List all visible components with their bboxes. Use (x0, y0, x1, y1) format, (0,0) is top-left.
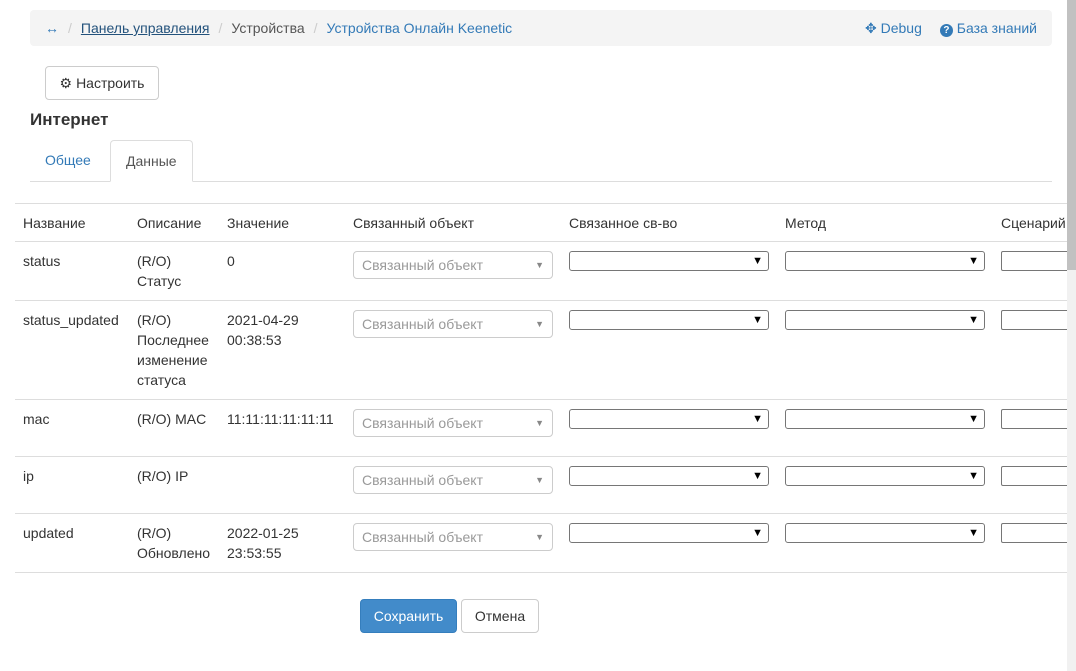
breadcrumb-keenetic[interactable]: Устройства Онлайн Keenetic (326, 20, 513, 36)
table-row: mac (R/O) MAC 11:11:11:11:11:11 Связанны… (15, 399, 1076, 457)
linked-property-select[interactable]: ▼ (569, 310, 769, 330)
prop-name: status_updated (15, 300, 129, 400)
linked-object-placeholder: Связанный объект (362, 529, 483, 545)
save-button[interactable]: Сохранить (360, 599, 457, 633)
caret-down-icon: ▼ (535, 319, 544, 329)
prop-value (219, 456, 345, 514)
chevron-down-icon: ▼ (968, 413, 979, 425)
page-title: Интернет (30, 110, 109, 129)
tab-data[interactable]: Данные (110, 140, 193, 182)
question-circle-icon: ? (939, 23, 953, 37)
debug-label: Debug (880, 19, 922, 36)
scrollbar-thumb[interactable] (1067, 0, 1076, 270)
method-select[interactable]: ▼ (785, 251, 985, 271)
linked-property-select[interactable]: ▼ (569, 523, 769, 543)
caret-down-icon: ▼ (535, 532, 544, 542)
linked-object-placeholder: Связанный объект (362, 415, 483, 431)
col-script: Сценарий (993, 203, 1076, 242)
caret-down-icon: ▼ (535, 475, 544, 485)
separator: / (218, 20, 223, 36)
table-row: ip (R/O) IP Связанный объект ▼ ▼ ▼ (15, 456, 1076, 514)
help-label: База знаний (956, 19, 1037, 36)
script-input[interactable] (1001, 409, 1076, 429)
caret-down-icon: ▼ (535, 418, 544, 428)
prop-name: ip (15, 456, 129, 514)
prop-value: 11:11:11:11:11:11 (219, 399, 345, 457)
col-linked-property: Связанное св-во (561, 203, 777, 242)
col-name: Название (15, 203, 129, 242)
method-select[interactable]: ▼ (785, 523, 985, 543)
breadcrumb: ↔ / Панель управления / Устройства / Уст… (30, 10, 1052, 46)
arrows-h-icon[interactable]: ↔ (45, 20, 59, 36)
chevron-down-icon: ▼ (968, 314, 979, 326)
prop-name: mac (15, 399, 129, 457)
prop-desc: (R/O) MAC (129, 399, 219, 457)
linked-object-placeholder: Связанный объект (362, 316, 483, 332)
table-row: status_updated (R/O) Последнее изменение… (15, 300, 1076, 400)
prop-name: updated (15, 513, 129, 573)
breadcrumb-dashboard[interactable]: Панель управления (80, 20, 210, 36)
prop-value: 0 (219, 241, 345, 301)
chevron-down-icon: ▼ (752, 314, 763, 326)
debug-link[interactable]: ✥ Debug (865, 20, 922, 37)
separator: / (313, 20, 318, 36)
separator: / (68, 20, 72, 36)
linked-property-select[interactable]: ▼ (569, 409, 769, 429)
scrollbar[interactable] (1067, 0, 1076, 671)
linked-object-select[interactable]: Связанный объект ▼ (353, 523, 553, 551)
prop-value: 2022-01-25 23:53:55 (219, 513, 345, 573)
chevron-down-icon: ▼ (752, 527, 763, 539)
linked-object-placeholder: Связанный объект (362, 257, 483, 273)
prop-name: status (15, 241, 129, 301)
chevron-down-icon: ▼ (968, 470, 979, 482)
linked-object-select[interactable]: Связанный объект ▼ (353, 310, 553, 338)
tabs: Общее Данные (30, 140, 1052, 182)
configure-button[interactable]: ⚙ Настроить (45, 66, 159, 100)
breadcrumb-devices: Устройства (231, 20, 305, 36)
linked-property-select[interactable]: ▼ (569, 466, 769, 486)
cancel-button[interactable]: Отмена (461, 599, 539, 633)
table-row: updated (R/O) Обновлено 2022-01-25 23:53… (15, 513, 1076, 573)
prop-value: 2021-04-29 00:38:53 (219, 300, 345, 400)
linked-object-select[interactable]: Связанный объект ▼ (353, 409, 553, 437)
chevron-down-icon: ▼ (752, 255, 763, 267)
prop-desc: (R/O) IP (129, 456, 219, 514)
script-input[interactable] (1001, 251, 1076, 271)
chevron-down-icon: ▼ (968, 527, 979, 539)
gear-icon: ⚙ (59, 74, 73, 91)
linked-property-select[interactable]: ▼ (569, 251, 769, 271)
configure-label: Настроить (76, 75, 145, 91)
script-input[interactable] (1001, 523, 1076, 543)
crosshairs-icon: ✥ (864, 19, 877, 36)
tab-general[interactable]: Общее (45, 152, 91, 168)
chevron-down-icon: ▼ (752, 470, 763, 482)
linked-object-select[interactable]: Связанный объект ▼ (353, 251, 553, 279)
table-row: status (R/O) Статус 0 Связанный объект ▼ … (15, 241, 1076, 301)
chevron-down-icon: ▼ (752, 413, 763, 425)
col-linked-object: Связанный объект (345, 203, 561, 242)
col-method: Метод (777, 203, 993, 242)
script-input[interactable] (1001, 310, 1076, 330)
linked-object-select[interactable]: Связанный объект ▼ (353, 466, 553, 494)
help-link[interactable]: ? База знаний (939, 19, 1037, 37)
linked-object-placeholder: Связанный объект (362, 472, 483, 488)
prop-desc: (R/O) Статус (129, 241, 219, 301)
chevron-down-icon: ▼ (968, 255, 979, 267)
script-input[interactable] (1001, 466, 1076, 486)
caret-down-icon: ▼ (535, 260, 544, 270)
col-value: Значение (219, 203, 345, 242)
properties-table: Название Описание Значение Связанный объ… (15, 203, 1076, 573)
prop-desc: (R/O) Последнее изменение статуса (129, 300, 219, 400)
method-select[interactable]: ▼ (785, 466, 985, 486)
method-select[interactable]: ▼ (785, 409, 985, 429)
col-desc: Описание (129, 203, 219, 242)
method-select[interactable]: ▼ (785, 310, 985, 330)
prop-desc: (R/O) Обновлено (129, 513, 219, 573)
